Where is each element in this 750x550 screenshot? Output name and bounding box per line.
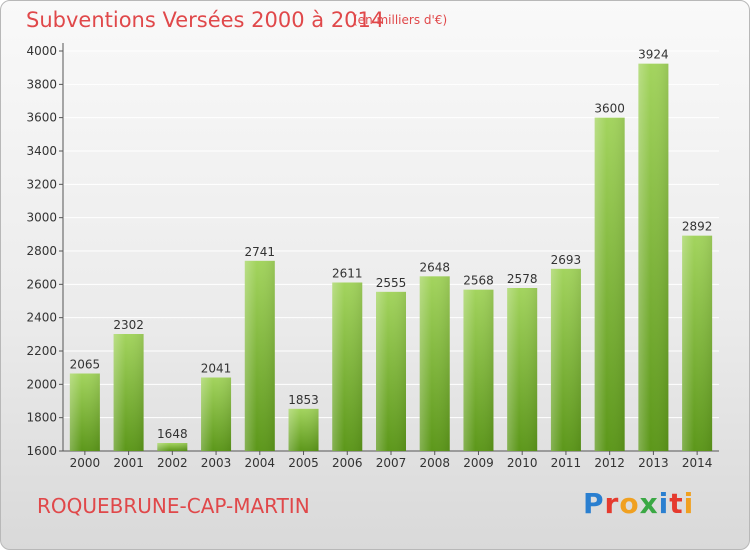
bar-value-label: 2611 — [332, 267, 363, 281]
x-tick-label: 2002 — [157, 456, 188, 470]
bar-shine — [157, 443, 188, 451]
bar-shine — [638, 63, 669, 452]
x-tick-label: 2001 — [113, 456, 144, 470]
x-tick-label: 2008 — [419, 456, 450, 470]
y-tick-label: 3400 — [26, 144, 57, 158]
x-tick-label: 2005 — [288, 456, 319, 470]
bar-shine — [550, 268, 581, 451]
y-tick-label: 3000 — [26, 211, 57, 225]
bar-value-label: 2041 — [201, 362, 232, 376]
bar-shine — [288, 408, 319, 451]
bar-value-label: 2693 — [551, 253, 582, 267]
bar-shine — [419, 276, 450, 451]
bar-shine — [69, 373, 100, 451]
x-tick-label: 2000 — [70, 456, 101, 470]
x-tick-label: 2009 — [463, 456, 494, 470]
chart-unit-label: (en milliers d'€) — [353, 13, 448, 27]
y-tick-label: 4000 — [26, 44, 57, 58]
y-tick-label: 1800 — [26, 411, 57, 425]
bar-value-label: 2741 — [245, 245, 276, 259]
y-tick-label: 3800 — [26, 77, 57, 91]
bar-shine — [113, 334, 144, 451]
x-tick-label: 2013 — [638, 456, 669, 470]
x-tick-label: 2012 — [594, 456, 625, 470]
bar-shine — [682, 235, 713, 451]
y-tick-label: 1600 — [26, 444, 57, 458]
bar-value-label: 2302 — [113, 318, 144, 332]
chart-title: Subventions Versées 2000 à 2014 — [26, 8, 385, 32]
bar-value-label: 2568 — [463, 274, 494, 288]
bar-value-label: 2555 — [376, 276, 407, 290]
y-tick-label: 2000 — [26, 377, 57, 391]
bar-value-label: 2648 — [419, 260, 450, 274]
proxiti-logo[interactable]: Proxiti — [583, 487, 695, 520]
bar-shine — [507, 288, 538, 451]
y-tick-label: 2400 — [26, 311, 57, 325]
x-tick-label: 2010 — [507, 456, 538, 470]
x-tick-label: 2003 — [201, 456, 232, 470]
bar-shine — [463, 289, 494, 451]
bar-value-label: 3924 — [638, 48, 669, 62]
x-tick-label: 2006 — [332, 456, 363, 470]
bar-value-label: 2065 — [70, 358, 101, 372]
x-tick-label: 2007 — [376, 456, 407, 470]
x-tick-label: 2011 — [551, 456, 582, 470]
y-tick-label: 2600 — [26, 277, 57, 291]
bar-shine — [594, 117, 625, 452]
bar-value-label: 1648 — [157, 427, 188, 441]
bar-shine — [332, 282, 363, 451]
x-tick-label: 2014 — [682, 456, 713, 470]
bar-value-label: 2892 — [682, 220, 713, 234]
commune-name: ROQUEBRUNE-CAP-MARTIN — [37, 494, 310, 518]
y-tick-label: 2200 — [26, 344, 57, 358]
bar-shine — [376, 291, 406, 451]
y-tick-label: 3600 — [26, 111, 57, 125]
x-tick-label: 2004 — [245, 456, 276, 470]
y-tick-label: 3200 — [26, 177, 57, 191]
bar-value-label: 3600 — [594, 102, 625, 116]
y-tick-label: 2800 — [26, 244, 57, 258]
bar-shine — [201, 377, 232, 451]
bar-value-label: 1853 — [288, 393, 319, 407]
bar-shine — [244, 260, 275, 451]
bar-value-label: 2578 — [507, 272, 538, 286]
